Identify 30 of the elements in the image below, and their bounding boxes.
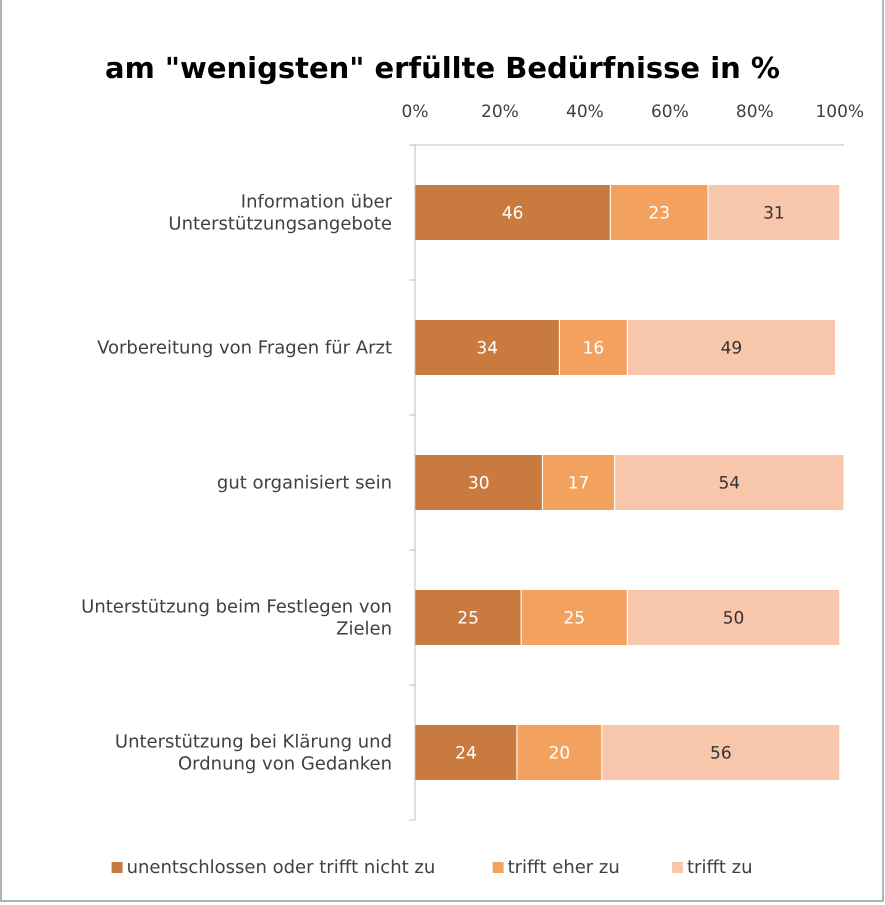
data-label: 30	[468, 474, 490, 494]
chart-title: am "wenigsten" erfüllte Bedürfnisse in %	[105, 51, 780, 85]
x-tick-label: 0%	[402, 102, 428, 122]
data-label: 17	[568, 474, 590, 494]
y-tick-label: Vorbereitung von Fragen für Arzt	[97, 338, 392, 358]
data-label: 20	[548, 744, 570, 764]
data-label: 31	[763, 204, 785, 224]
data-label: 46	[502, 204, 524, 224]
y-tick-label: Unterstützung beim Festlegen von Zielen	[81, 596, 392, 640]
legend-label: trifft eher zu	[508, 857, 620, 878]
legend-label: trifft zu	[687, 857, 752, 878]
y-tick-label: Unterstützung bei Klärung und Ordnung von Gedanken	[114, 732, 392, 774]
x-tick-label: 80%	[736, 102, 774, 122]
x-tick-label: 20%	[481, 102, 519, 122]
data-label: 16	[582, 338, 604, 358]
data-label: 34	[476, 338, 498, 358]
data-label: 49	[720, 338, 742, 358]
data-label: 25	[563, 608, 586, 628]
x-tick-label: 100%	[815, 102, 864, 122]
data-label: 56	[710, 744, 732, 764]
y-tick-label: gut organisiert sein	[216, 472, 392, 494]
data-label: 23	[648, 204, 670, 224]
data-label: 54	[718, 474, 740, 494]
y-tick-label: Information über Unterstützungsangebote	[168, 192, 393, 234]
data-label: 24	[455, 744, 477, 764]
x-tick-label: 40%	[566, 102, 604, 122]
data-label: 50	[722, 608, 744, 628]
data-label: 25	[457, 608, 479, 628]
x-tick-label: 60%	[650, 102, 689, 122]
legend-label: unentschlossen oder trifft nicht zu	[126, 857, 436, 878]
